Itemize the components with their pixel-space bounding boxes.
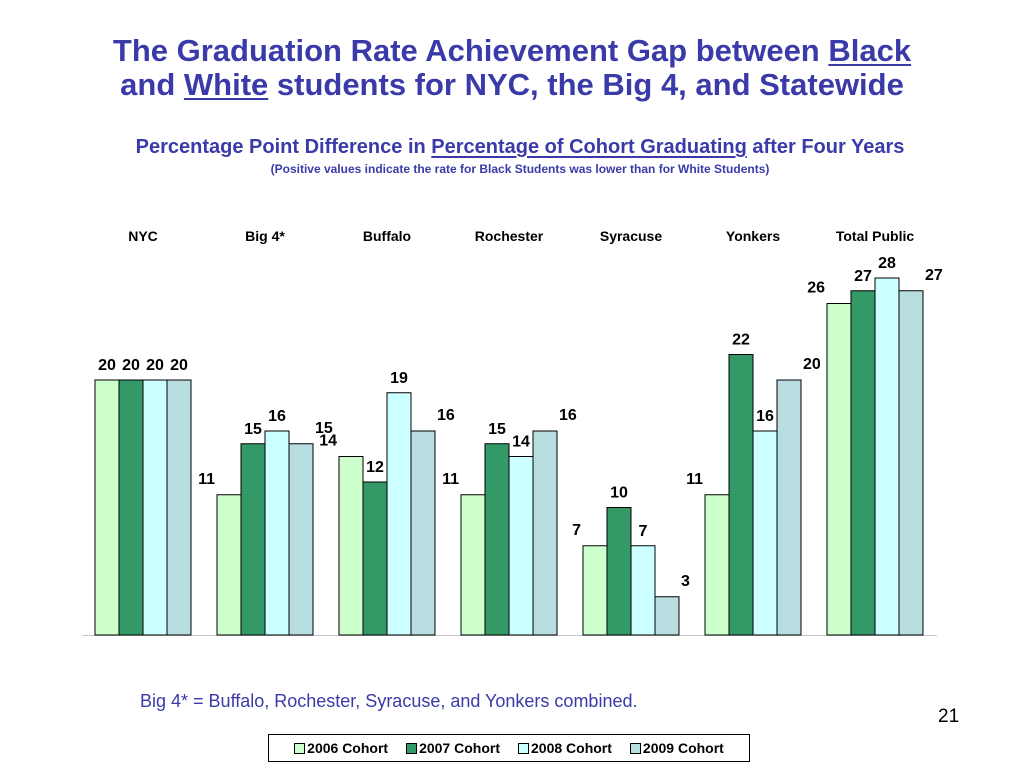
data-label: 20 xyxy=(170,357,188,374)
bar-chart: NYC 20 20 20 20 Big 4* 11 15 16 15 Buffalo 14 12 19 16… xyxy=(82,228,943,636)
title-black-word: Black xyxy=(828,33,912,68)
bar xyxy=(362,481,388,636)
page-number: 21 xyxy=(938,706,960,727)
subtitle-prefix: Percentage Point Difference in xyxy=(135,136,432,158)
bar xyxy=(338,456,364,636)
bar xyxy=(94,379,120,636)
category-label: Rochester xyxy=(475,228,544,244)
bar xyxy=(606,507,632,636)
bar xyxy=(484,443,510,636)
legend-label: 2007 Cohort xyxy=(419,740,500,756)
data-label: 15 xyxy=(244,421,262,438)
legend-label: 2009 Cohort xyxy=(642,740,724,756)
data-label: 27 xyxy=(854,268,872,285)
bar xyxy=(874,277,900,636)
chart-note: (Positive values indicate the rate for B… xyxy=(270,162,770,176)
data-label: 28 xyxy=(878,255,896,272)
bar xyxy=(752,430,778,636)
data-label: 22 xyxy=(732,332,750,349)
title-white-word: White xyxy=(183,67,269,102)
bar xyxy=(142,379,168,636)
category-label: NYC xyxy=(128,228,158,244)
bar xyxy=(386,392,412,636)
subtitle-suffix: after Four Years xyxy=(746,136,905,158)
category-label: Big 4* xyxy=(245,228,285,244)
legend-item: 2009 Cohort xyxy=(629,740,724,756)
title-line1-text: The Graduation Rate Achievement Gap betw… xyxy=(112,33,829,68)
data-label: 7 xyxy=(572,522,581,539)
category-label: Total Public xyxy=(836,228,915,244)
chart-legend: 2006 Cohort 2007 Cohort 2008 Cohort 2009 Co… xyxy=(268,734,750,762)
data-label: 20 xyxy=(146,357,164,374)
legend-swatch xyxy=(518,742,529,754)
data-label: 26 xyxy=(807,280,825,297)
data-label: 16 xyxy=(268,408,286,425)
category-label: Syracuse xyxy=(600,228,662,244)
title-line2-suffix: students for NYC, the Big 4, and Statewi… xyxy=(268,67,904,102)
footnote: Big 4* = Buffalo, Rochester, Syracuse, a… xyxy=(140,691,638,711)
legend-label: 2008 Cohort xyxy=(531,740,612,756)
bar xyxy=(728,354,754,636)
legend-swatch xyxy=(629,742,641,754)
bar xyxy=(288,443,314,636)
data-label: 20 xyxy=(803,356,821,373)
bar xyxy=(216,494,242,636)
legend-label: 2006 Cohort xyxy=(307,740,389,756)
bar xyxy=(532,430,558,636)
bar xyxy=(582,545,608,636)
data-label: 20 xyxy=(122,357,140,374)
legend-swatch xyxy=(406,742,418,754)
bar xyxy=(898,290,924,636)
bar xyxy=(850,290,876,636)
data-label: 15 xyxy=(488,421,506,438)
category-label: Yonkers xyxy=(726,228,780,244)
data-label: 12 xyxy=(366,459,384,476)
category-label: Buffalo xyxy=(363,228,411,244)
legend-item: 2006 Cohort xyxy=(294,740,388,756)
chart-subtitle: Percentage Point Difference in Percentag… xyxy=(0,136,1024,159)
bar xyxy=(264,430,290,636)
data-label: 3 xyxy=(681,573,690,590)
legend-swatch xyxy=(294,742,306,754)
data-label: 19 xyxy=(390,370,408,387)
data-label: 16 xyxy=(756,408,774,425)
bar xyxy=(654,596,680,636)
data-label: 11 xyxy=(442,471,459,488)
data-label: 11 xyxy=(198,471,215,488)
data-label: 10 xyxy=(610,485,628,502)
data-label: 16 xyxy=(559,407,577,424)
legend-item: 2007 Cohort xyxy=(406,740,500,756)
data-label: 27 xyxy=(925,267,943,284)
title-line2-prefix: and xyxy=(120,67,184,102)
bar xyxy=(776,379,802,636)
bar xyxy=(630,545,656,636)
subtitle-underlined: Percentage of Cohort Graduating xyxy=(431,136,747,158)
bar xyxy=(240,443,266,636)
data-label: 20 xyxy=(98,357,116,374)
chart-title: The Graduation Rate Achievement Gap betw… xyxy=(0,34,1024,102)
bar xyxy=(460,494,486,636)
title-line-1: The Graduation Rate Achievement Gap betw… xyxy=(0,34,1024,68)
bar xyxy=(410,430,436,636)
data-label: 14 xyxy=(319,433,337,450)
title-line-2: and White students for NYC, the Big 4, a… xyxy=(0,68,1024,102)
data-label: 16 xyxy=(437,407,455,424)
bar xyxy=(704,494,730,636)
bar xyxy=(166,379,192,636)
data-label: 14 xyxy=(512,434,530,451)
legend-item: 2008 Cohort xyxy=(518,740,612,756)
data-label: 7 xyxy=(639,523,648,540)
data-label: 15 xyxy=(315,420,333,437)
data-label: 11 xyxy=(686,471,703,488)
bar xyxy=(508,456,534,636)
bar xyxy=(826,303,852,636)
bar xyxy=(118,379,144,636)
